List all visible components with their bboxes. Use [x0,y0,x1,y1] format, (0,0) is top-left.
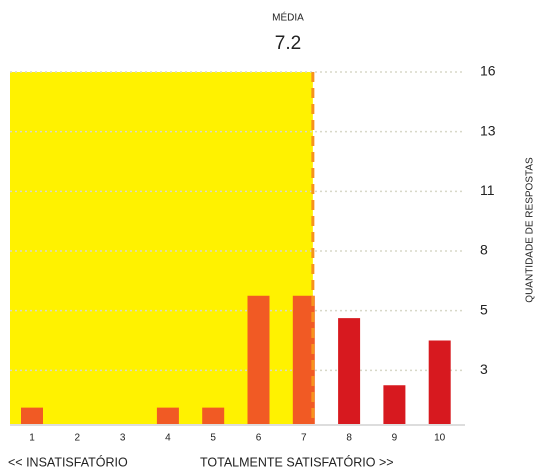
x-tick-label: 5 [210,433,216,444]
bar [383,385,406,424]
bar [292,295,315,424]
x-tick-label: 6 [256,433,262,444]
x-tick-label: 10 [434,433,446,444]
y-axis-label: QUANTIDADE DE RESPOSTAS [525,157,536,303]
x-tick-label: 4 [165,433,171,444]
mean-label: MÉDIA [272,11,304,24]
x-tick-label: 9 [392,433,398,444]
x-tick-label: 8 [346,433,352,444]
y-tick-label: 8 [480,242,488,258]
y-tick-label: 3 [480,361,488,377]
x-tick-label: 1 [29,433,35,444]
x-tick-label: 3 [120,433,126,444]
x-label-left: << INSATISFATÓRIO [8,454,128,469]
bar [338,318,361,424]
bar [428,340,451,424]
y-tick-label: 11 [480,182,495,198]
bar [156,407,179,424]
x-tick-label: 7 [301,433,307,444]
y-tick-label: 5 [480,301,488,317]
x-tick-label: 2 [75,433,81,444]
y-tick-label: 16 [480,63,496,79]
y-tick-label: 13 [480,122,496,138]
bar [202,407,225,424]
x-label-right: TOTALMENTE SATISFATÓRIO >> [200,454,394,469]
mean-value: 7.2 [275,33,301,54]
bar [21,407,43,424]
bar [247,295,270,424]
